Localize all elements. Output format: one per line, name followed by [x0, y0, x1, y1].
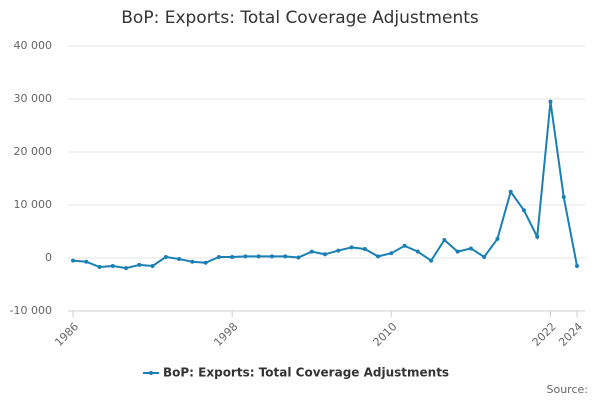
y-tick-label: 20 000: [14, 145, 53, 158]
point: [283, 254, 288, 259]
point: [203, 260, 208, 265]
point: [442, 237, 447, 242]
x-tick-label: 2010: [371, 320, 400, 349]
point: [548, 99, 553, 104]
point: [309, 249, 314, 254]
point: [216, 254, 221, 259]
point: [415, 249, 420, 254]
legend-symbol-point: [149, 371, 153, 375]
source: Source:: [547, 383, 589, 396]
point: [429, 258, 434, 263]
point: [71, 258, 75, 263]
y-tick-label: 30 000: [14, 92, 53, 105]
point: [508, 189, 513, 194]
x-tick-label: 1998: [211, 320, 240, 349]
point: [84, 259, 89, 264]
point: [561, 195, 566, 200]
legend-label: BoP: Exports: Total Coverage Adjustments: [163, 366, 449, 380]
point: [163, 254, 168, 259]
point: [177, 257, 182, 262]
point: [376, 254, 381, 259]
point: [575, 263, 579, 268]
y-tick-label: 0: [45, 251, 52, 264]
point: [124, 266, 129, 271]
point: [110, 263, 115, 268]
x-tick-label: 2024: [556, 320, 585, 349]
y-tick-label: 40 000: [14, 39, 53, 52]
point: [521, 208, 526, 213]
point: [468, 246, 473, 251]
point: [402, 243, 407, 248]
point: [323, 252, 327, 257]
point: [495, 236, 500, 241]
y-tick-label: 10 000: [14, 198, 53, 211]
point: [336, 248, 341, 253]
point: [535, 234, 540, 239]
chart-title: BoP: Exports: Total Coverage Adjustments: [121, 8, 479, 28]
point: [243, 254, 248, 259]
point: [230, 254, 235, 259]
point: [389, 251, 394, 256]
point: [349, 245, 354, 250]
line: [72, 101, 578, 270]
point: [296, 255, 301, 260]
point: [150, 263, 155, 268]
point: [137, 262, 142, 267]
x-tick-label: 1986: [52, 320, 81, 349]
point: [482, 254, 487, 259]
point: [455, 249, 460, 254]
point: [190, 259, 195, 264]
y-tick-label: -10 000: [10, 304, 52, 317]
point: [256, 254, 261, 259]
x-tick-label: 2022: [530, 320, 559, 349]
point: [362, 246, 367, 251]
point: [97, 265, 102, 270]
point: [269, 254, 274, 259]
